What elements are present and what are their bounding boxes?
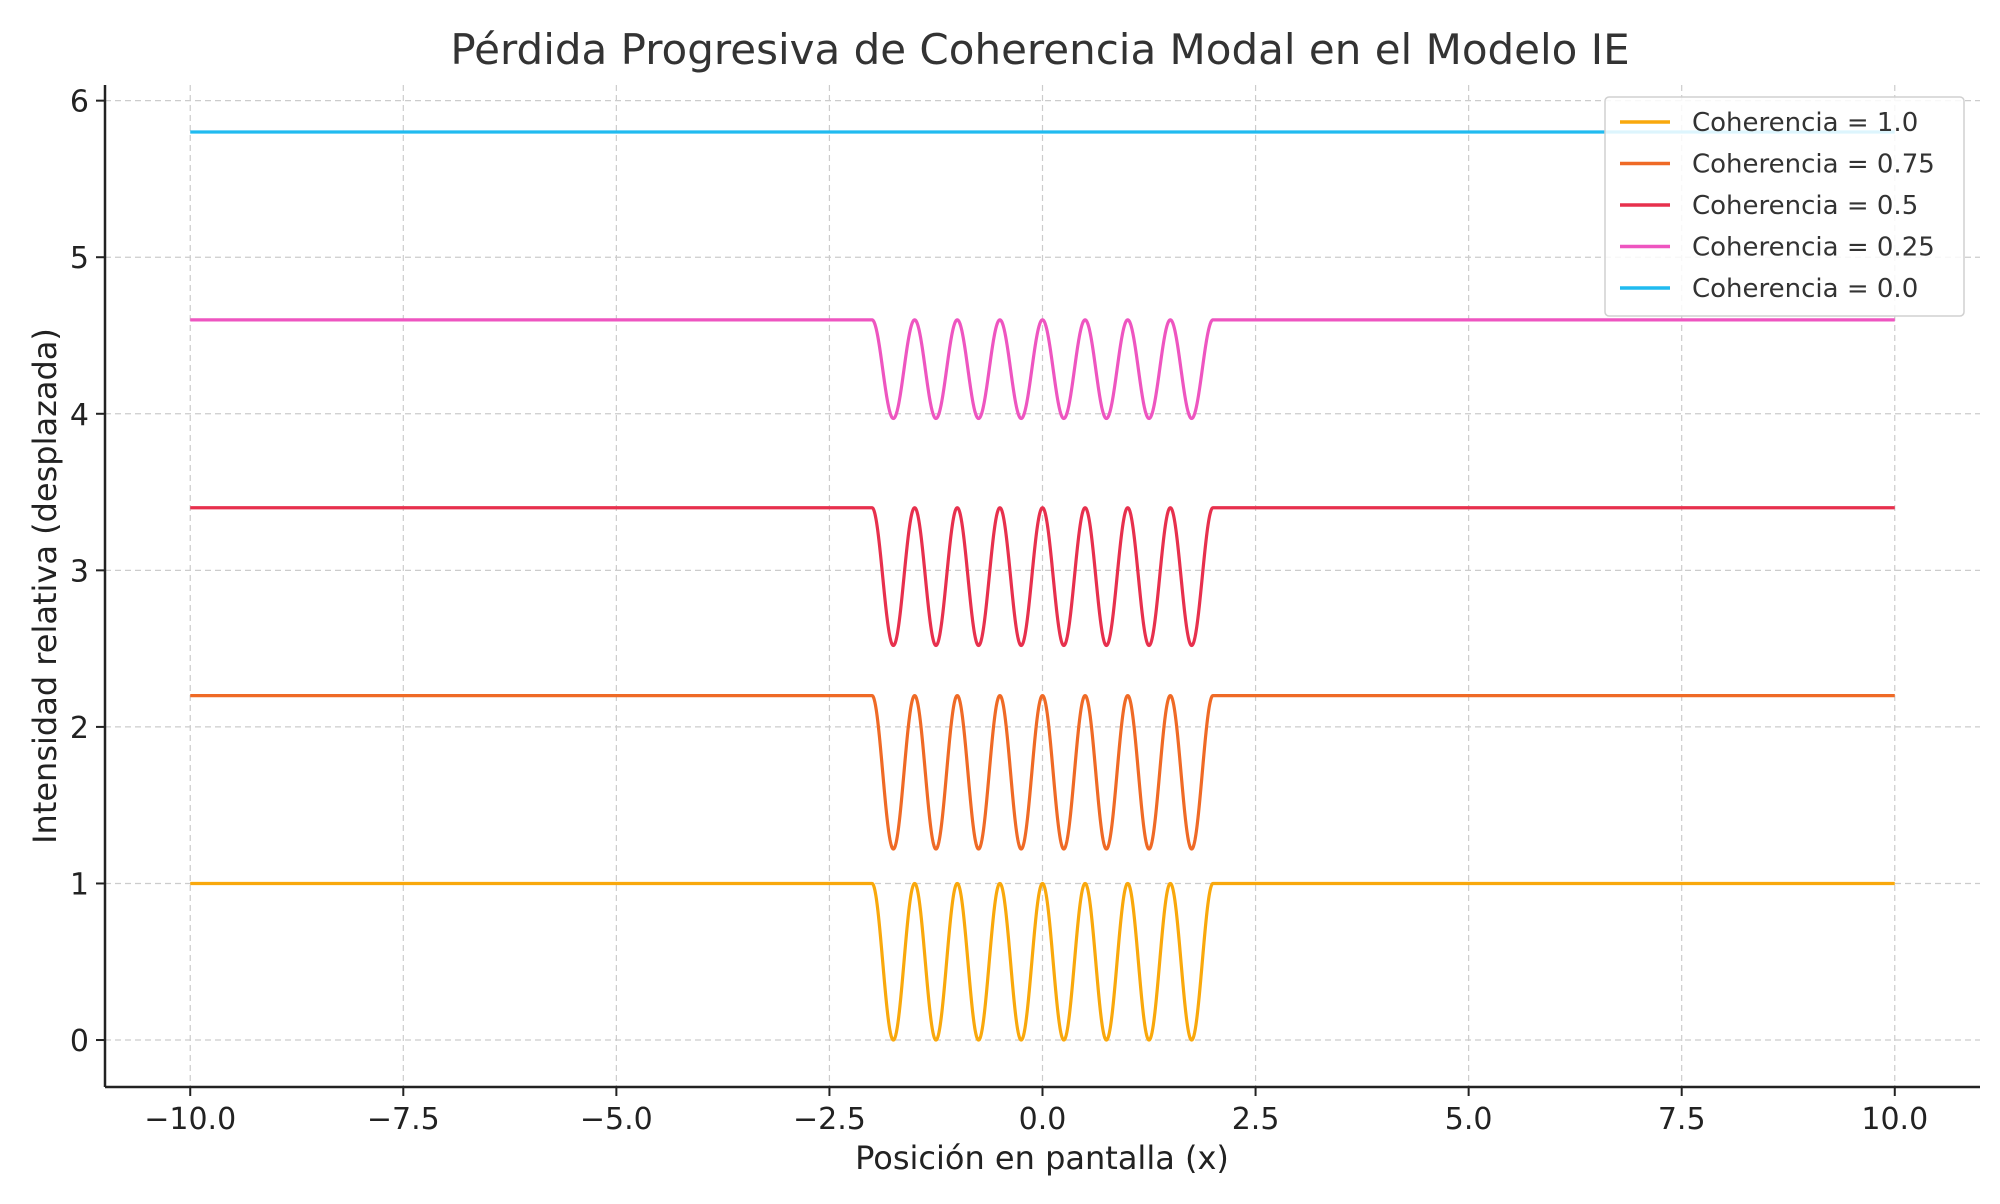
y-axis-label: Intensidad relativa (desplazada) — [26, 328, 64, 844]
x-tick-label: −7.5 — [367, 1102, 440, 1137]
y-tick-label: 2 — [70, 711, 89, 746]
series-line — [189, 506, 1896, 648]
y-tick-label: 1 — [70, 867, 89, 902]
series-line — [189, 318, 1896, 421]
legend-box — [1604, 96, 1965, 317]
legend-label: Coherencia = 0.25 — [1692, 233, 1935, 263]
series-line — [189, 693, 1896, 851]
series-line — [189, 881, 1896, 1042]
legend-label: Coherencia = 0.0 — [1692, 274, 1918, 304]
legend-label: Coherencia = 0.75 — [1692, 150, 1935, 180]
x-tick-label: 7.5 — [1658, 1102, 1706, 1137]
series-layer — [189, 130, 1896, 1042]
x-axis-ticks: −10.0 −7.5 −5.0 −2.5 0.0 2.5 5.0 7.5 10.0 — [144, 1087, 1928, 1137]
x-tick-label: −10.0 — [144, 1102, 236, 1137]
y-tick-label: 5 — [70, 241, 89, 276]
x-tick-label: 5.0 — [1445, 1102, 1493, 1137]
legend-label: Coherencia = 0.5 — [1692, 191, 1918, 221]
legend: Coherencia = 1.0 Coherencia = 0.75 Coheren… — [1604, 96, 1965, 317]
x-tick-label: −2.5 — [793, 1102, 866, 1137]
y-axis-ticks: 0 1 2 3 4 5 6 — [70, 85, 105, 1059]
x-tick-label: 2.5 — [1232, 1102, 1280, 1137]
y-tick-label: 4 — [70, 398, 89, 433]
x-tick-label: 0.0 — [1019, 1102, 1067, 1137]
x-tick-label: −5.0 — [580, 1102, 653, 1137]
y-tick-label: 6 — [70, 85, 89, 120]
x-axis-label: Posición en pantalla (x) — [855, 1139, 1229, 1177]
y-tick-label: 0 — [70, 1024, 89, 1059]
chart-title: Pérdida Progresiva de Coherencia Modal e… — [450, 25, 1629, 74]
legend-items: Coherencia = 1.0 Coherencia = 0.75 Coheren… — [1620, 108, 1935, 304]
y-tick-label: 3 — [70, 554, 89, 589]
x-tick-label: 10.0 — [1861, 1102, 1928, 1137]
legend-label: Coherencia = 1.0 — [1692, 108, 1918, 138]
